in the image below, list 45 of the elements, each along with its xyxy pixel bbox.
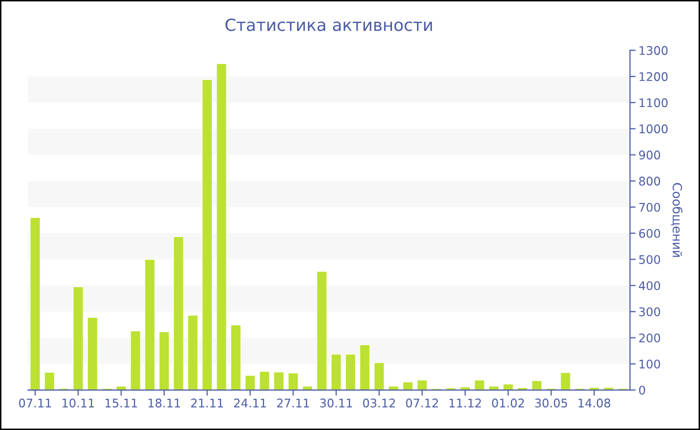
- x-tick-label: 14.08: [578, 398, 610, 408]
- bar: [302, 386, 313, 390]
- y-tick-label: 0: [639, 386, 646, 395]
- x-tick-label: 15.11: [106, 398, 137, 408]
- x-tick-label: 30.05: [535, 398, 568, 408]
- bar: [388, 386, 399, 390]
- y-tick-label: 1300: [640, 46, 668, 55]
- y-tick-label: 100: [640, 360, 660, 369]
- y-tick-label: 400: [638, 281, 660, 290]
- y-tick-label: 700: [639, 202, 660, 212]
- y-tick-label: 500: [639, 255, 660, 264]
- x-tick-label: 27.11: [277, 398, 309, 408]
- bar: [488, 386, 500, 390]
- bar: [560, 372, 571, 390]
- bar: [416, 380, 428, 390]
- chart-title: Статистика активности: [226, 18, 432, 32]
- bar: [259, 371, 270, 390]
- bar: [273, 372, 284, 390]
- x-tick-label: 01.02: [492, 398, 524, 408]
- bar: [502, 384, 514, 390]
- y-tick-label: 600: [639, 228, 660, 238]
- x-tick-label: 30.11: [320, 398, 352, 408]
- bar: [44, 372, 55, 390]
- bar: [531, 380, 542, 390]
- x-tick-label: 21.11: [191, 398, 223, 408]
- bar: [402, 382, 414, 390]
- bar: [116, 386, 127, 390]
- y-tick-label: 200: [639, 333, 660, 342]
- x-tick-label: 18.11: [148, 398, 180, 408]
- x-tick-label: 07.11: [19, 398, 51, 408]
- x-tick-label: 10.11: [62, 398, 94, 408]
- y-axis-title: Сообщений: [671, 183, 682, 257]
- y-tick-label: 900: [639, 150, 660, 160]
- x-tick-label: 03.12: [363, 398, 395, 408]
- y-tick-label: 1000: [640, 124, 668, 134]
- y-tick-label: 800: [639, 176, 660, 186]
- x-tick-label: 07.12: [406, 398, 438, 408]
- x-tick-label: 11.12: [450, 398, 481, 408]
- bar: [244, 375, 256, 390]
- bar: [474, 380, 485, 390]
- y-tick-label: 1200: [640, 72, 668, 82]
- bar: [288, 372, 299, 390]
- y-tick-label: 1100: [640, 98, 668, 108]
- x-tick-label: 24.11: [234, 398, 266, 408]
- y-tick-label: 300: [639, 307, 660, 316]
